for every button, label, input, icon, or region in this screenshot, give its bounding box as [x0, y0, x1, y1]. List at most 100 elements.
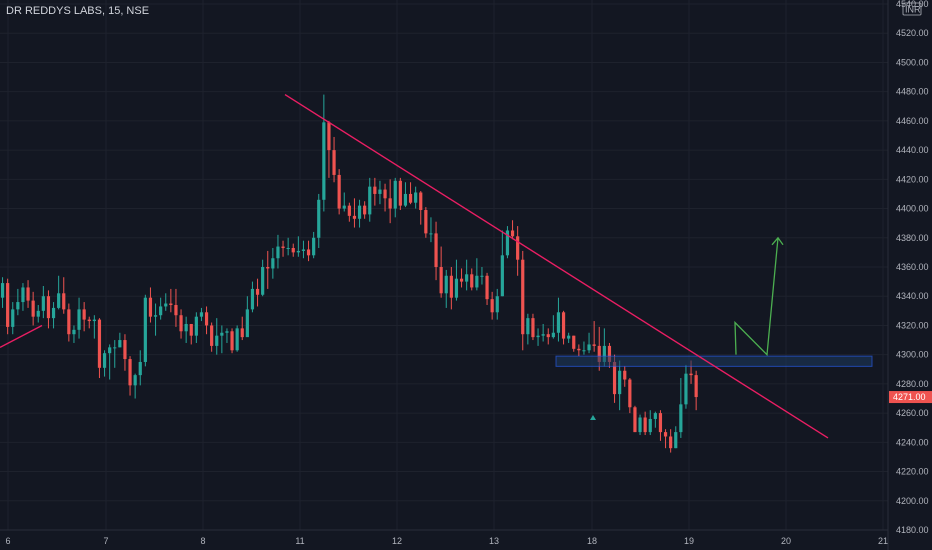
candle — [159, 297, 163, 320]
candle — [230, 328, 234, 354]
candle — [11, 302, 15, 335]
candle — [51, 302, 56, 329]
candle-layer — [0, 94, 698, 453]
x-tick-label: 21 — [878, 536, 888, 546]
x-tick-label: 11 — [295, 536, 304, 546]
candle-body — [485, 275, 489, 300]
currency-badge[interactable]: INR — [902, 2, 922, 16]
candle — [148, 287, 153, 323]
candle — [459, 268, 464, 288]
candle-body — [230, 331, 234, 351]
candle — [643, 411, 647, 436]
candle — [546, 328, 550, 345]
candle-body — [572, 335, 576, 349]
candle — [444, 269, 448, 308]
candle — [215, 318, 219, 355]
candle-body — [220, 332, 224, 336]
candle — [572, 335, 576, 352]
candle-body — [490, 299, 494, 313]
candle-body — [266, 267, 270, 269]
candle-body — [577, 348, 581, 351]
candle — [153, 303, 158, 336]
candle — [347, 202, 351, 222]
candle-body — [475, 275, 479, 288]
candle-body — [271, 258, 275, 269]
candle-body — [347, 205, 351, 216]
candle — [679, 378, 683, 438]
candle-body — [352, 215, 357, 219]
candle — [92, 315, 96, 339]
candle-body — [210, 325, 214, 346]
candle — [465, 259, 469, 291]
y-tick-label: 4240.00 — [896, 437, 929, 447]
candle — [398, 177, 402, 211]
candle — [352, 198, 357, 228]
candle-body — [31, 300, 35, 317]
candle-body — [123, 340, 127, 360]
projected-path — [734, 237, 779, 357]
candle-body — [628, 379, 632, 408]
y-tick-label: 4400.00 — [896, 204, 929, 214]
candle-body — [97, 319, 102, 368]
descending-trendline — [284, 93, 829, 439]
candle — [41, 285, 45, 319]
y-tick-label: 4360.00 — [896, 262, 929, 272]
candle — [419, 191, 423, 225]
candle-body — [444, 275, 448, 294]
candle-body — [373, 186, 377, 194]
candle-body — [72, 329, 76, 335]
chart-title: DR REDDYS LABS, 15, NSE — [6, 5, 149, 17]
candle-body — [658, 413, 663, 433]
candle-body — [0, 283, 5, 298]
candle-body — [439, 267, 443, 294]
candle — [87, 316, 91, 329]
candle-body — [623, 370, 627, 380]
candle-body — [669, 436, 673, 449]
candle — [286, 237, 290, 256]
price-axis[interactable]: 4180.00 4200.00 4220.00 4240.00 4260.00 4280.… — [896, 0, 929, 535]
candle — [266, 250, 270, 289]
x-tick-label: 20 — [781, 536, 791, 546]
candle-body — [429, 233, 433, 235]
time-axis[interactable]: 6 7 8 11 12 13 18 19 20 21 — [5, 536, 888, 546]
candle — [658, 410, 663, 441]
candle-body — [337, 174, 341, 209]
candle-body — [327, 122, 331, 151]
candle-body — [128, 359, 132, 386]
candle — [332, 136, 336, 183]
y-tick-label: 4260.00 — [896, 408, 929, 418]
candle — [72, 325, 76, 343]
candle — [21, 283, 25, 311]
candle-body — [87, 319, 91, 322]
candle-body — [199, 312, 204, 317]
candle-body — [245, 309, 249, 338]
candle-body — [694, 375, 698, 398]
candle-body — [592, 344, 596, 346]
candle — [291, 243, 295, 257]
candle — [526, 313, 530, 345]
candle — [179, 309, 183, 339]
candle — [378, 180, 382, 205]
candle-body — [102, 353, 107, 368]
candle — [424, 207, 428, 238]
candle-body — [296, 250, 300, 253]
candle-body — [597, 345, 601, 362]
candle — [337, 169, 341, 215]
candle-body — [322, 122, 326, 200]
candle-body — [607, 345, 612, 362]
candle — [342, 192, 346, 212]
candle — [582, 341, 586, 355]
last-price-tag-box — [889, 391, 932, 404]
candle-body — [500, 255, 504, 297]
candle-body — [633, 407, 637, 433]
candle — [439, 246, 443, 298]
candle-body — [383, 189, 387, 199]
candle-body — [301, 249, 306, 251]
candle — [6, 278, 10, 335]
candle — [199, 307, 204, 322]
candle-body — [449, 275, 453, 298]
candle — [194, 312, 198, 343]
candle-body — [684, 373, 688, 405]
